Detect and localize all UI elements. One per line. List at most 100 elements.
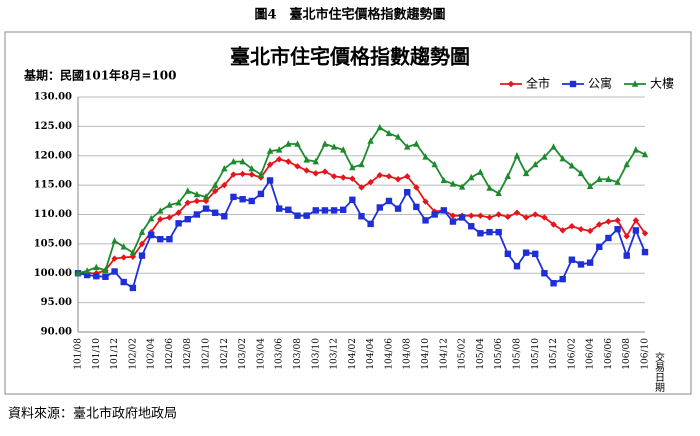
data-marker <box>468 173 475 181</box>
data-marker <box>138 252 146 259</box>
data-marker <box>449 212 457 219</box>
x-tick-label: 103/12 <box>330 338 340 370</box>
y-tick-label: 120.00 <box>34 150 72 161</box>
data-marker <box>349 196 356 204</box>
data-marker <box>623 252 630 259</box>
data-marker <box>184 216 191 223</box>
data-marker <box>285 206 292 213</box>
data-marker <box>367 178 374 186</box>
data-marker <box>166 235 173 243</box>
data-marker <box>321 140 329 147</box>
data-marker <box>559 275 566 283</box>
data-marker <box>230 171 237 178</box>
data-marker <box>440 176 448 184</box>
data-marker <box>184 187 191 194</box>
data-marker <box>221 181 228 189</box>
data-marker <box>376 123 383 131</box>
data-marker <box>507 80 515 88</box>
data-marker <box>221 164 228 172</box>
data-marker <box>211 181 219 188</box>
data-marker <box>358 184 365 191</box>
x-tick-label: 106/10 <box>641 338 651 370</box>
data-marker <box>623 160 630 168</box>
data-marker <box>211 209 219 216</box>
data-marker <box>230 193 237 201</box>
data-marker <box>340 206 347 213</box>
data-marker <box>413 184 420 191</box>
data-marker <box>605 234 612 242</box>
x-tick-label: 103/10 <box>311 338 321 370</box>
data-marker <box>532 211 539 218</box>
x-tick-label: 103/06 <box>275 338 285 370</box>
data-marker <box>157 207 164 214</box>
data-marker <box>394 133 402 140</box>
data-marker <box>294 212 301 219</box>
x-tick-label: 104/10 <box>421 338 431 370</box>
data-marker <box>541 270 548 277</box>
data-marker <box>340 174 347 181</box>
data-marker <box>532 250 539 258</box>
data-marker <box>367 220 374 228</box>
y-tick-label: 110.00 <box>34 209 72 220</box>
data-marker <box>257 170 265 178</box>
data-marker <box>321 207 329 214</box>
data-marker <box>202 193 210 200</box>
data-marker <box>394 176 402 183</box>
data-marker <box>495 211 502 218</box>
data-marker <box>513 152 521 159</box>
data-marker <box>257 190 265 198</box>
data-marker <box>83 267 91 274</box>
data-marker <box>577 225 585 233</box>
data-marker <box>522 169 530 177</box>
data-marker <box>422 198 429 205</box>
x-tick-label: 102/10 <box>202 338 212 370</box>
data-marker <box>413 140 420 147</box>
data-marker <box>239 196 246 203</box>
x-tick-label: 102/04 <box>147 338 157 370</box>
data-marker <box>74 269 82 276</box>
data-marker <box>568 223 576 230</box>
data-marker <box>83 271 91 279</box>
x-tick-label: 104/08 <box>403 338 413 370</box>
data-marker <box>522 214 530 221</box>
data-marker <box>532 160 539 168</box>
data-marker <box>449 218 457 225</box>
data-marker <box>632 146 640 153</box>
data-marker <box>413 203 420 211</box>
data-marker <box>166 201 173 208</box>
x-tick-label: 102/12 <box>220 338 230 370</box>
x-tick-label: 105/10 <box>531 338 541 370</box>
data-marker <box>239 170 246 178</box>
data-marker <box>577 261 585 268</box>
data-marker <box>330 173 338 180</box>
data-marker <box>504 172 512 180</box>
data-marker <box>275 156 283 163</box>
data-marker <box>477 212 484 219</box>
data-marker <box>458 183 466 190</box>
data-marker <box>569 80 577 88</box>
data-marker <box>138 240 146 248</box>
data-marker <box>166 214 173 221</box>
data-marker <box>586 182 594 189</box>
data-marker <box>477 230 484 237</box>
x-tick-label: 104/06 <box>384 338 394 370</box>
data-marker <box>175 199 182 206</box>
data-marker <box>550 221 557 228</box>
x-tick-label: 106/02 <box>567 338 577 370</box>
data-marker <box>458 214 466 221</box>
data-marker <box>294 163 301 170</box>
data-marker <box>559 227 566 234</box>
data-marker <box>321 168 329 175</box>
data-marker <box>248 171 255 178</box>
data-marker <box>631 80 639 87</box>
x-tick-label: 105/02 <box>458 338 468 370</box>
data-marker <box>468 212 475 219</box>
x-tick-label: 106/08 <box>622 338 632 370</box>
y-tick-label: 130.00 <box>34 92 72 103</box>
data-marker <box>404 188 411 196</box>
data-marker <box>111 255 118 262</box>
data-marker <box>367 137 374 144</box>
data-marker <box>596 175 603 182</box>
data-marker <box>120 243 127 250</box>
data-marker <box>230 157 237 165</box>
